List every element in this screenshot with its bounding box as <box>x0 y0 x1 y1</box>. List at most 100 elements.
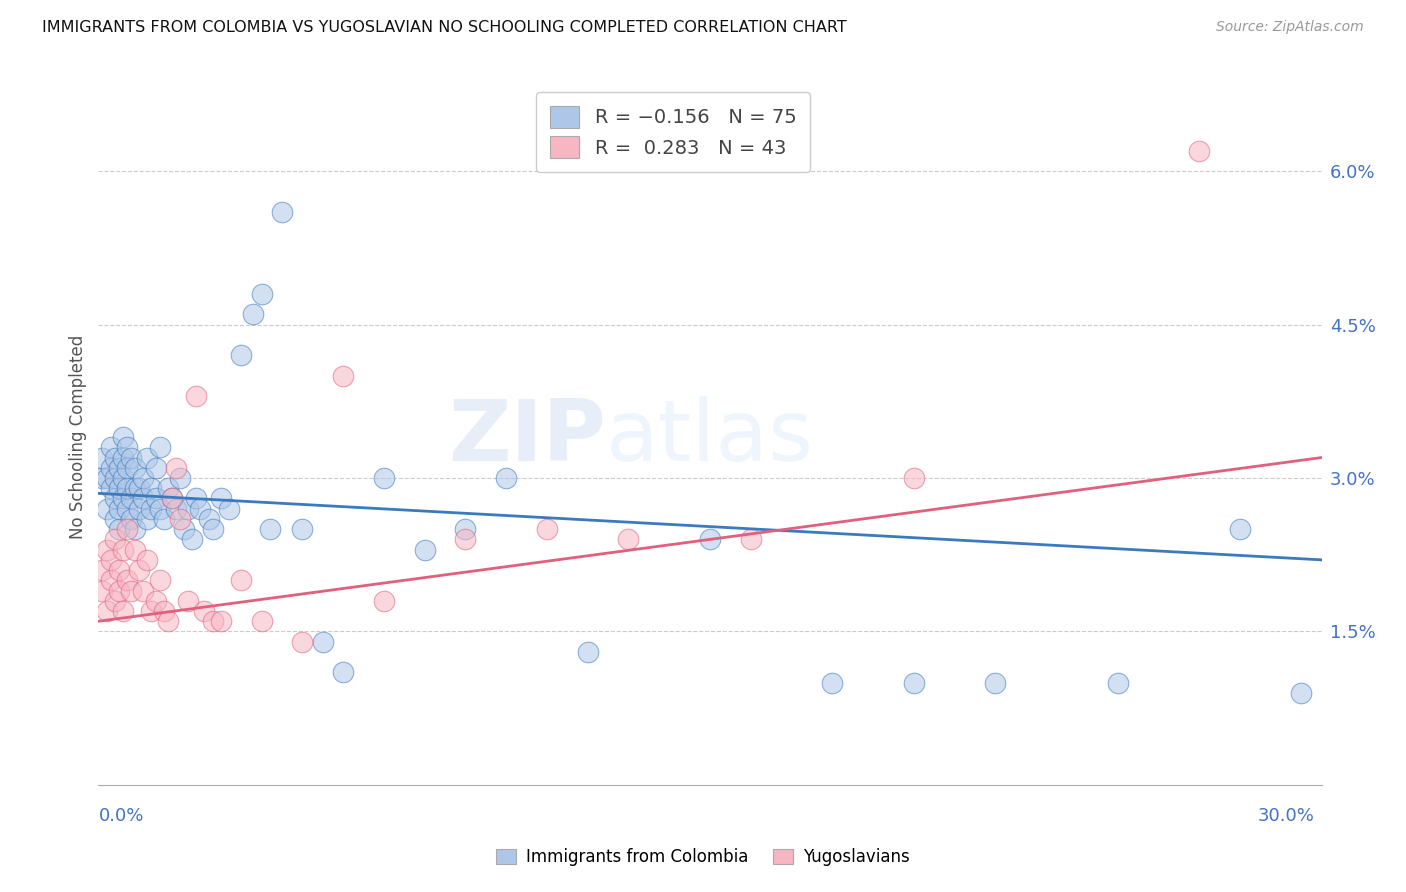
Point <box>984 675 1007 690</box>
Point <box>115 522 138 536</box>
Point <box>115 460 138 475</box>
Point <box>111 542 134 557</box>
Point <box>124 542 146 557</box>
Point <box>111 430 134 444</box>
Point <box>197 512 219 526</box>
Point <box>332 368 354 383</box>
Point <box>128 481 150 495</box>
Point <box>177 594 200 608</box>
Point <box>104 512 127 526</box>
Point <box>740 533 762 547</box>
Point <box>115 574 138 588</box>
Point <box>145 491 167 506</box>
Point <box>96 501 118 516</box>
Point <box>173 522 195 536</box>
Point <box>115 440 138 454</box>
Point <box>193 604 215 618</box>
Point <box>104 533 127 547</box>
Legend: R = −0.156   N = 75, R =  0.283   N = 43: R = −0.156 N = 75, R = 0.283 N = 43 <box>537 92 810 172</box>
Point <box>100 481 122 495</box>
Point <box>250 614 273 628</box>
Point <box>373 594 395 608</box>
Point <box>312 634 335 648</box>
Point <box>903 675 925 690</box>
Point <box>115 481 138 495</box>
Point <box>108 583 131 598</box>
Point <box>160 491 183 506</box>
Point <box>454 522 477 536</box>
Point <box>169 512 191 526</box>
Point <box>108 481 131 495</box>
Point <box>1188 144 1211 158</box>
Point <box>91 471 114 485</box>
Point <box>373 471 395 485</box>
Point <box>108 460 131 475</box>
Point <box>1107 675 1129 690</box>
Point <box>124 522 146 536</box>
Point <box>128 563 150 577</box>
Point <box>104 450 127 465</box>
Point <box>132 491 155 506</box>
Point <box>576 645 599 659</box>
Text: atlas: atlas <box>606 395 814 479</box>
Point <box>149 440 172 454</box>
Point <box>115 501 138 516</box>
Point <box>104 471 127 485</box>
Point <box>124 460 146 475</box>
Point <box>100 553 122 567</box>
Point <box>120 583 142 598</box>
Point <box>149 501 172 516</box>
Point <box>108 563 131 577</box>
Point <box>242 307 264 321</box>
Point <box>152 604 174 618</box>
Point <box>128 501 150 516</box>
Point <box>108 522 131 536</box>
Point <box>145 594 167 608</box>
Point <box>149 574 172 588</box>
Y-axis label: No Schooling Completed: No Schooling Completed <box>69 335 87 539</box>
Legend: Immigrants from Colombia, Yugoslavians: Immigrants from Colombia, Yugoslavians <box>489 842 917 873</box>
Point <box>201 614 224 628</box>
Point <box>111 450 134 465</box>
Point <box>141 501 163 516</box>
Point <box>120 491 142 506</box>
Point <box>1229 522 1251 536</box>
Point <box>108 501 131 516</box>
Point <box>141 481 163 495</box>
Point <box>160 491 183 506</box>
Point <box>201 522 224 536</box>
Point <box>145 460 167 475</box>
Point <box>699 533 721 547</box>
Point <box>91 583 114 598</box>
Point <box>821 675 844 690</box>
Text: ZIP: ZIP <box>449 395 606 479</box>
Point <box>454 533 477 547</box>
Point <box>111 604 134 618</box>
Text: 0.0%: 0.0% <box>98 807 143 825</box>
Point <box>96 471 118 485</box>
Point <box>100 460 122 475</box>
Point <box>141 604 163 618</box>
Point <box>104 491 127 506</box>
Point <box>152 512 174 526</box>
Point <box>120 450 142 465</box>
Point <box>165 460 187 475</box>
Point <box>495 471 517 485</box>
Point <box>413 542 436 557</box>
Point <box>231 574 253 588</box>
Point <box>231 348 253 362</box>
Point <box>209 614 232 628</box>
Point <box>181 533 204 547</box>
Text: IMMIGRANTS FROM COLOMBIA VS YUGOSLAVIAN NO SCHOOLING COMPLETED CORRELATION CHART: IMMIGRANTS FROM COLOMBIA VS YUGOSLAVIAN … <box>42 20 846 35</box>
Point <box>100 574 122 588</box>
Point <box>291 634 314 648</box>
Point <box>120 512 142 526</box>
Point <box>111 491 134 506</box>
Point <box>91 563 114 577</box>
Point <box>1291 686 1313 700</box>
Point <box>96 542 118 557</box>
Point <box>156 614 179 628</box>
Point <box>132 583 155 598</box>
Point <box>169 471 191 485</box>
Point <box>132 471 155 485</box>
